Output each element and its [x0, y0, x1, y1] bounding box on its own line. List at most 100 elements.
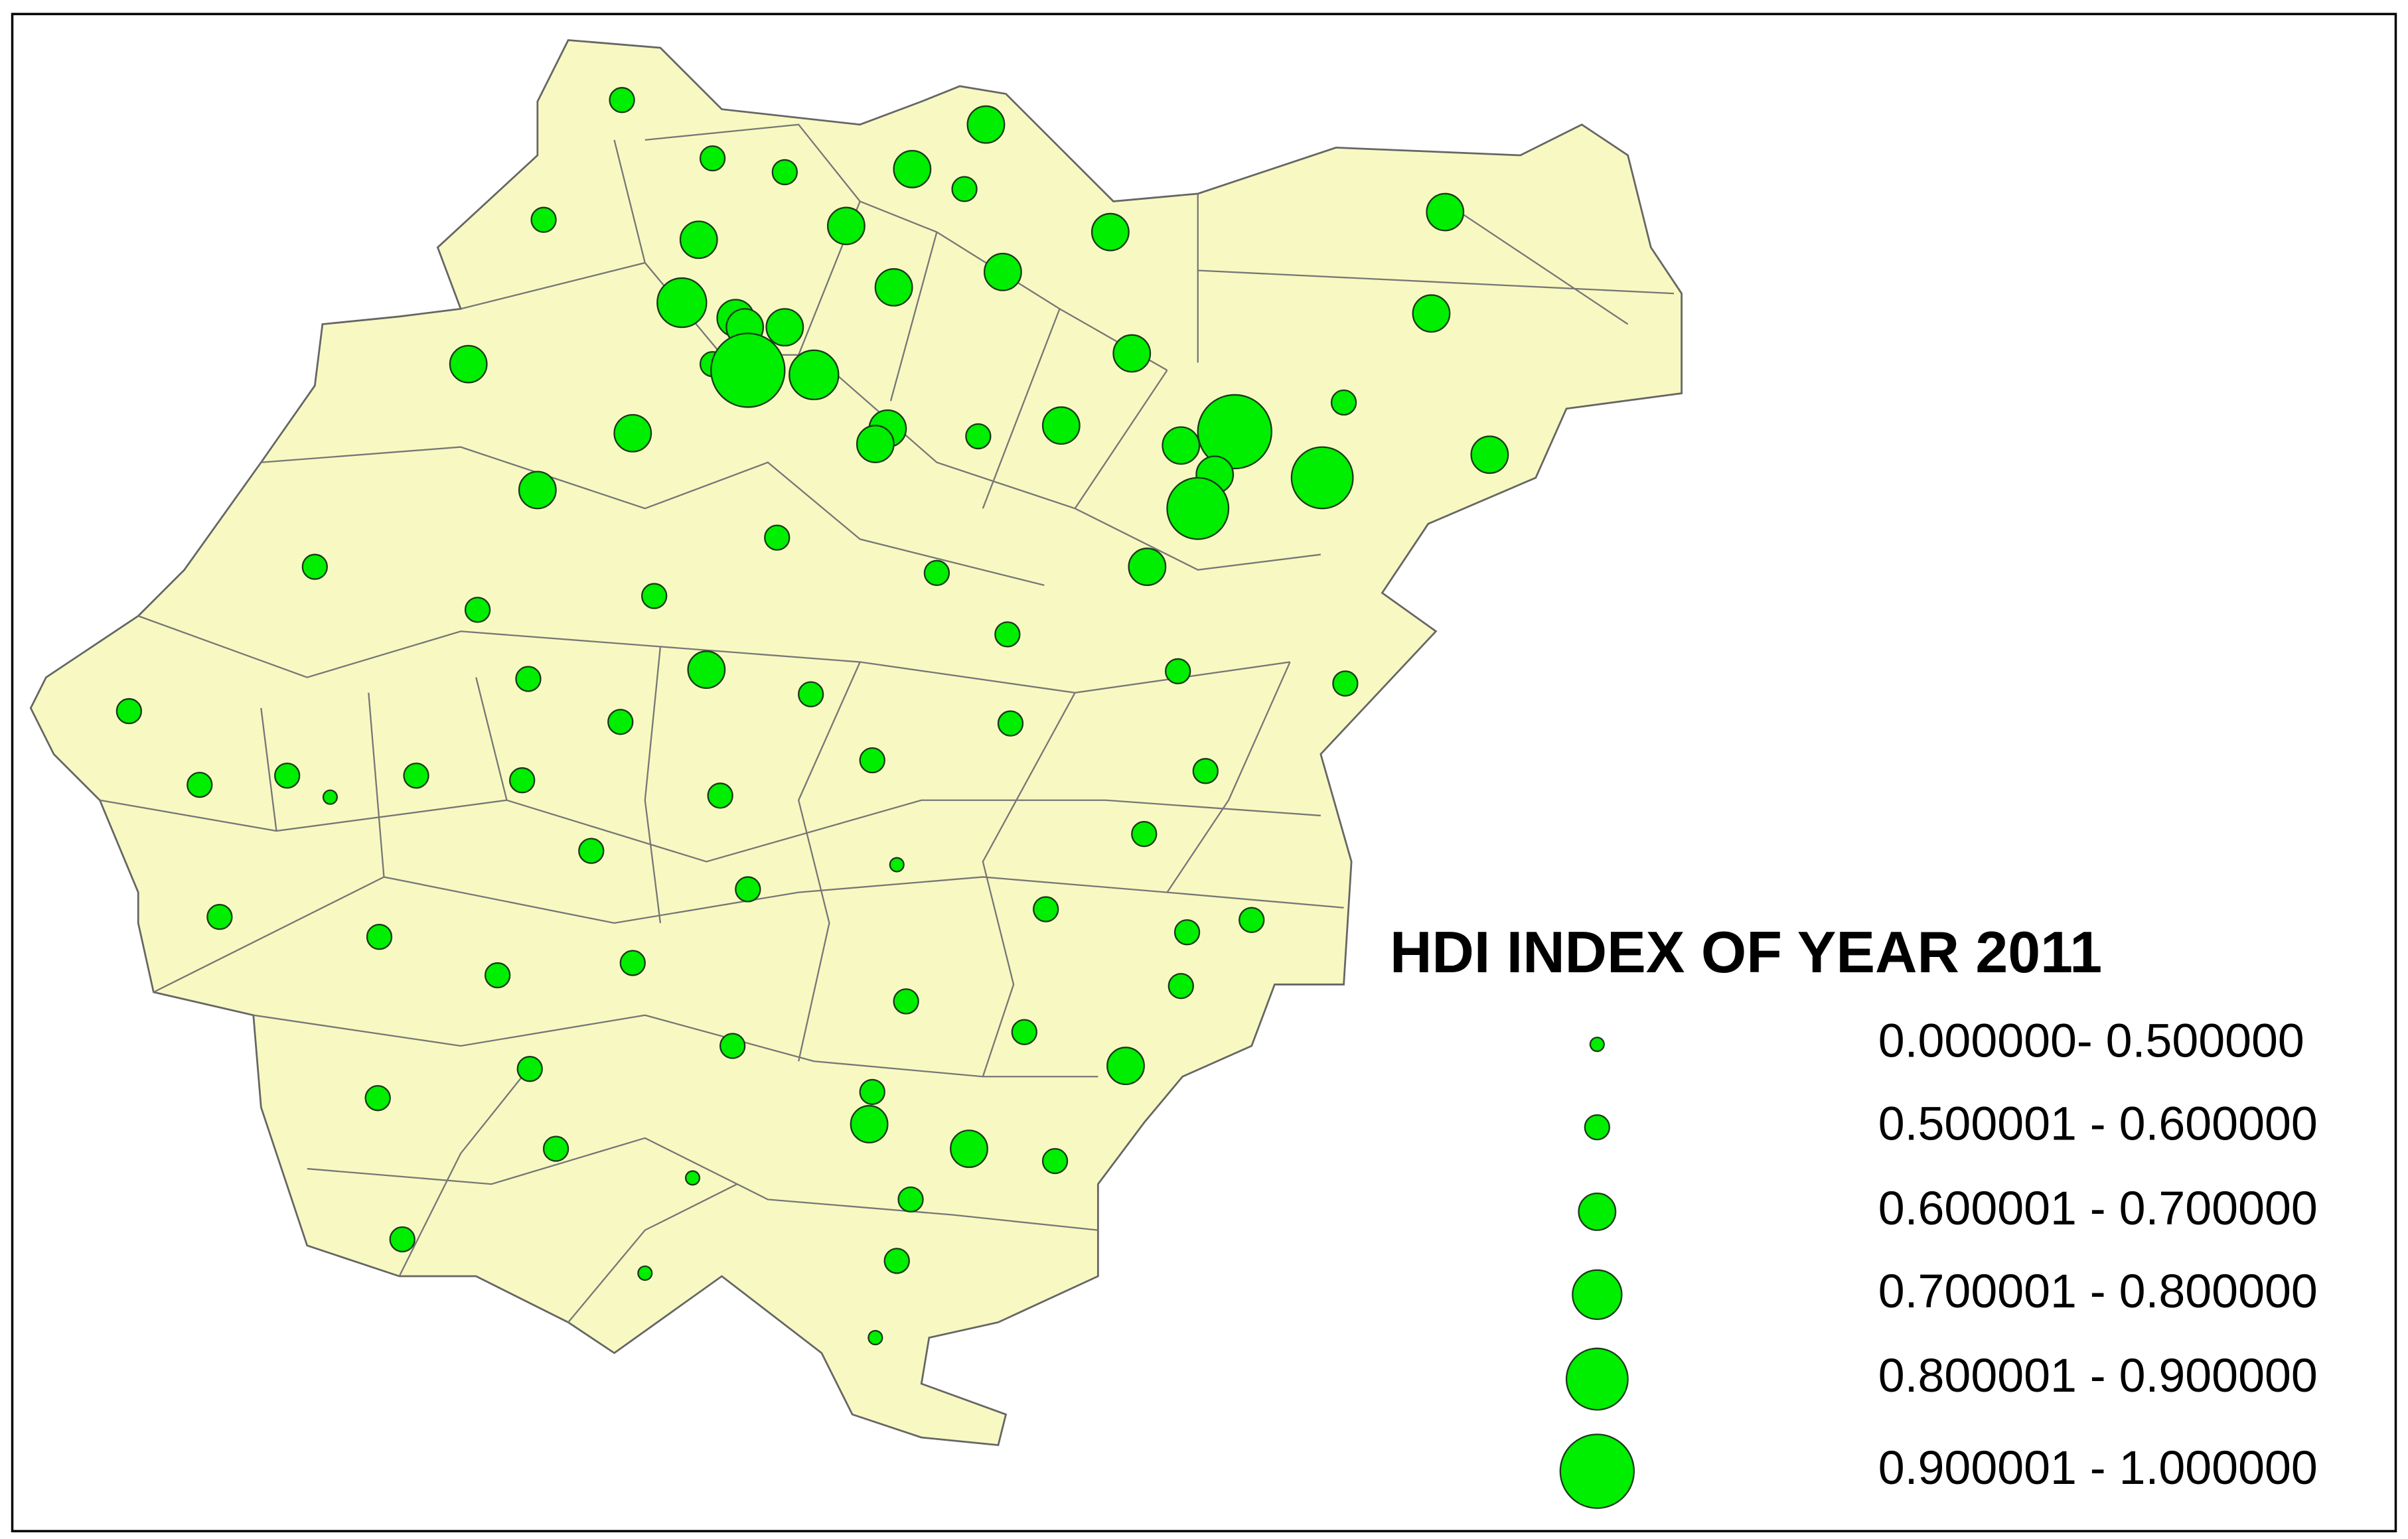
- hdi-symbol: [893, 988, 919, 1015]
- district-boundaries: [100, 123, 1675, 1323]
- hdi-symbol: [883, 1248, 910, 1274]
- legend-symbol: [1559, 1433, 1635, 1509]
- hdi-symbol: [515, 666, 542, 692]
- hdi-symbol: [1011, 1019, 1037, 1045]
- hdi-symbols: [115, 87, 1509, 1346]
- hdi-symbol: [710, 332, 786, 408]
- hdi-symbol: [1192, 758, 1219, 784]
- legend-label: 0.700001 - 0.800000: [1878, 1265, 2318, 1318]
- hdi-symbol: [509, 767, 536, 794]
- hdi-symbol: [530, 206, 557, 233]
- hdi-symbol: [484, 962, 511, 989]
- hdi-symbol: [301, 553, 328, 580]
- hdi-symbol: [1166, 476, 1230, 540]
- hdi-symbol: [764, 524, 790, 551]
- hdi-symbol: [687, 650, 726, 690]
- hdi-symbol: [1239, 907, 1265, 933]
- hdi-symbol: [578, 838, 605, 864]
- hdi-symbol: [966, 105, 1006, 144]
- hdi-symbol: [707, 782, 733, 809]
- hdi-symbol: [889, 857, 905, 873]
- hdi-symbol: [859, 1078, 885, 1106]
- hdi-symbol: [965, 423, 992, 450]
- hdi-symbol: [518, 471, 557, 510]
- hdi-symbol: [1167, 973, 1194, 999]
- hdi-symbol: [619, 950, 646, 976]
- legend-label: 0.900001 - 1.000000: [1878, 1441, 2318, 1495]
- hdi-symbol: [798, 681, 824, 707]
- hdi-symbol: [856, 425, 895, 463]
- hdi-symbol: [1412, 294, 1451, 333]
- hdi-symbol: [859, 747, 885, 774]
- legend-label: 0.800001 - 0.900000: [1878, 1349, 2318, 1402]
- legend-symbol: [1589, 1037, 1605, 1053]
- hdi-symbol: [897, 1186, 924, 1213]
- legend-symbol: [1572, 1269, 1623, 1320]
- hdi-symbol: [867, 1330, 883, 1346]
- hdi-symbol: [1162, 426, 1201, 465]
- legend-symbol: [1578, 1192, 1617, 1231]
- hdi-symbol: [187, 771, 213, 798]
- hdi-symbol: [893, 149, 932, 188]
- hdi-symbol: [874, 268, 913, 307]
- legend-symbol: [1565, 1347, 1629, 1411]
- hdi-symbol: [1470, 435, 1509, 475]
- hdi-symbol: [542, 1136, 569, 1162]
- hdi-symbol: [950, 1130, 988, 1168]
- hdi-symbol: [850, 1105, 889, 1143]
- hdi-symbol: [274, 763, 301, 789]
- legend-label: 0.500001 - 0.600000: [1878, 1098, 2318, 1151]
- hdi-symbol: [679, 220, 718, 259]
- hdi-symbol: [923, 559, 950, 587]
- hdi-symbol: [684, 1170, 701, 1186]
- hdi-symbol: [607, 709, 634, 735]
- hdi-symbol: [366, 924, 393, 950]
- hdi-symbol: [1106, 1047, 1145, 1085]
- hdi-symbol: [826, 206, 865, 246]
- hdi-symbol: [1173, 919, 1201, 946]
- hdi-symbol: [637, 1265, 653, 1281]
- hdi-symbol: [1197, 394, 1272, 470]
- hdi-symbol: [322, 789, 339, 805]
- legend-label: 0.000000- 0.500000: [1878, 1015, 2304, 1068]
- legend-symbol: [1584, 1114, 1610, 1141]
- hdi-symbol: [1091, 212, 1130, 252]
- hdi-symbol: [1164, 658, 1191, 685]
- hdi-symbol: [206, 903, 233, 930]
- hdi-symbol: [1290, 446, 1354, 510]
- hdi-symbol: [1033, 896, 1059, 922]
- hdi-symbol: [1112, 334, 1152, 373]
- hdi-symbol: [613, 413, 652, 453]
- hdi-symbol: [656, 277, 708, 329]
- legend-label: 0.600001 - 0.700000: [1878, 1182, 2318, 1235]
- hdi-symbol: [1332, 670, 1359, 697]
- hdi-symbol: [789, 349, 840, 401]
- legend: 0.000000- 0.500000 0.500001 - 0.600000 0.6…: [1559, 1015, 2318, 1509]
- hdi-symbol: [765, 308, 804, 347]
- hdi-symbol: [1131, 821, 1158, 847]
- hdi-symbol: [983, 252, 1022, 291]
- hdi-symbol: [1041, 1147, 1069, 1175]
- hdi-symbol: [1128, 548, 1167, 587]
- hdi-symbol: [464, 597, 491, 623]
- region-outline: [29, 38, 1683, 1447]
- hdi-symbol: [364, 1084, 391, 1112]
- hdi-symbol: [719, 1033, 746, 1059]
- hdi-symbol: [1426, 192, 1465, 232]
- hdi-symbol: [699, 145, 726, 172]
- hdi-symbol: [389, 1226, 415, 1253]
- hdi-symbol: [115, 697, 143, 725]
- hdi-symbol: [641, 583, 668, 609]
- legend-title: HDI INDEX OF YEAR 2011: [1390, 919, 2102, 985]
- hdi-symbol: [449, 344, 488, 384]
- hdi-symbol: [403, 763, 429, 789]
- hdi-symbol: [1041, 406, 1081, 445]
- hdi-symbol: [1330, 389, 1357, 416]
- hdi-symbol: [994, 621, 1021, 648]
- hdi-symbol: [771, 159, 798, 186]
- hdi-symbol: [951, 176, 978, 202]
- hdi-symbol: [609, 87, 635, 113]
- hdi-symbol: [997, 710, 1024, 737]
